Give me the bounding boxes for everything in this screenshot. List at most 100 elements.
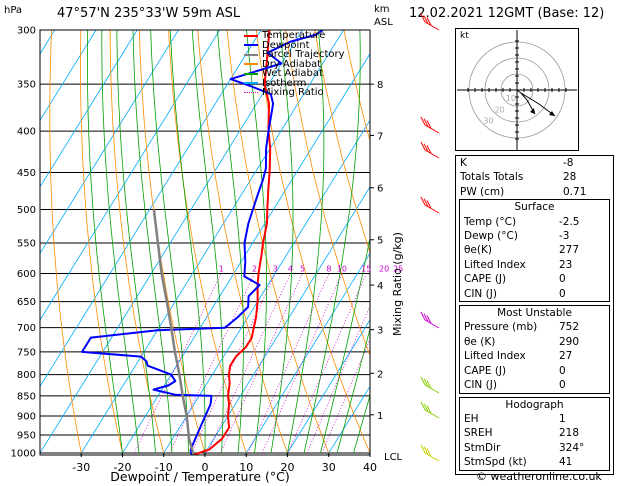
row-label: Pressure (mb)	[464, 321, 538, 334]
table-row: PW (cm) 0.71	[456, 185, 613, 199]
legend-label: Parcel Trajectory	[262, 49, 345, 60]
wind-barb-flag	[420, 13, 426, 23]
wet-adiabat	[216, 30, 244, 454]
wet-adiabat	[303, 30, 361, 454]
isotherm-line	[40, 30, 262, 388]
dry-adiabat	[343, 30, 370, 143]
pressure-tick-label: 900	[17, 411, 36, 422]
mixing-ratio-label: 3	[273, 265, 278, 274]
row-label: CAPE (J)	[464, 364, 507, 377]
row-label: θe(K)	[464, 244, 492, 257]
row-label: SREH	[464, 427, 493, 440]
row-value: 0	[559, 379, 566, 392]
table-row: CAPE (J) 0	[460, 272, 609, 286]
row-value: 41	[559, 456, 573, 469]
x-axis-label: Dewpoint / Temperature (°C)	[110, 469, 289, 484]
legend-swatch	[244, 82, 258, 85]
temperature-tick-label: 0	[202, 461, 209, 474]
row-label: CIN (J)	[464, 287, 497, 300]
table-row: CIN (J) 0	[460, 287, 609, 301]
row-value: 27	[559, 350, 573, 363]
row-value: 23	[559, 258, 573, 271]
temperature-tick-label: 40	[363, 461, 377, 474]
isotherm-line	[327, 385, 370, 455]
km-label: km	[374, 4, 390, 15]
row-value: -2.5	[559, 215, 580, 228]
dewpoint-line	[81, 30, 324, 455]
row-value: 752	[559, 321, 580, 334]
km-tick-label: 6	[377, 184, 383, 195]
row-label: PW (cm)	[460, 185, 505, 198]
row-value: -3	[559, 230, 570, 243]
wind-barb-flag	[426, 315, 432, 324]
pressure-tick-label: 550	[17, 238, 36, 249]
datetime-title: 12.02.2021 12GMT (Base: 12)	[409, 6, 605, 21]
table-row: StmSpd (kt) 41	[460, 455, 609, 469]
dry-adiabat	[49, 30, 83, 455]
mixing-ratio-label: 10	[337, 265, 347, 274]
wet-adiabat	[191, 30, 224, 454]
table-row: Pressure (mb) 752	[460, 320, 609, 334]
wind-barb-flag	[423, 143, 429, 152]
wet-adiabat	[353, 394, 370, 454]
hodograph-label: kt	[460, 31, 469, 41]
isotherm-line	[162, 119, 370, 455]
row-label: CIN (J)	[464, 379, 497, 392]
legend-swatch	[244, 53, 258, 56]
row-value: 0	[559, 287, 566, 300]
hodograph-ring-label: 20	[495, 105, 505, 114]
wet-adiabat	[246, 30, 267, 454]
hodograph-arrow	[530, 108, 535, 114]
row-label: StmSpd (kt)	[464, 456, 527, 469]
km-tick-label: 7	[377, 131, 383, 142]
dry-adiabat	[138, 30, 206, 455]
wind-barb-flag	[420, 196, 426, 206]
temperature-tick-label: 30	[322, 461, 336, 474]
row-label: θe (K)	[464, 335, 496, 348]
legend-label: Temperature	[262, 30, 326, 41]
mixing-ratio-label: 2	[252, 265, 257, 274]
legend-swatch	[244, 63, 258, 66]
pressure-tick-label: 800	[17, 370, 36, 381]
asl-label: ASL	[374, 17, 393, 28]
table-row: StmDir 324°	[460, 441, 609, 455]
parcel-trajectory-line	[152, 209, 195, 455]
table-row: Lifted Index 23	[460, 258, 609, 272]
mixing-ratio-line	[220, 273, 303, 454]
pressure-tick-label: 600	[17, 269, 36, 280]
row-label: K	[460, 157, 467, 169]
wind-barb-flag	[426, 200, 432, 209]
legend-label: Mixing Ratio	[262, 87, 324, 98]
most-unstable-section: Most Unstable Pressure (mb) 752 θe (K) 290 L…	[459, 305, 610, 394]
isotherm-line	[40, 30, 221, 321]
wet-adiabat	[150, 30, 189, 453]
km-tick-label: 5	[377, 236, 383, 247]
pressure-tick-label: 850	[17, 391, 36, 402]
dry-adiabat	[226, 30, 330, 455]
row-value: 28	[563, 171, 577, 184]
temperature-line	[193, 30, 272, 455]
hodograph-section: Hodograph EH 1 SREH 218 StmDir 324° StmSpd (kt…	[459, 396, 610, 471]
table-row: Totals Totals 28	[456, 170, 613, 184]
pressure-tick-label: 700	[17, 323, 36, 334]
dry-adiabat	[109, 30, 165, 455]
temperature-tick-label: -10	[155, 461, 173, 474]
legend-item: Dry Adiabat	[244, 58, 345, 70]
wet-adiabat	[169, 30, 206, 453]
table-row: SREH 218	[460, 426, 609, 440]
row-value: 218	[559, 427, 580, 440]
wind-barb	[424, 21, 440, 31]
row-label: Dewp (°C)	[464, 230, 518, 243]
legend-item: Parcel Trajectory	[244, 50, 345, 60]
wind-barb	[424, 204, 440, 214]
wind-barb-flag	[426, 17, 432, 26]
copyright: © weatheronline.co.uk	[476, 470, 602, 483]
wet-adiabat	[101, 30, 140, 454]
legend-swatch	[244, 92, 258, 94]
hodograph-title: Hodograph	[505, 398, 564, 411]
surface-title: Surface	[514, 201, 555, 214]
legend-label: Dry Adiabat	[262, 58, 322, 70]
km-tick-label: 2	[377, 369, 383, 380]
wet-adiabat	[320, 236, 370, 454]
